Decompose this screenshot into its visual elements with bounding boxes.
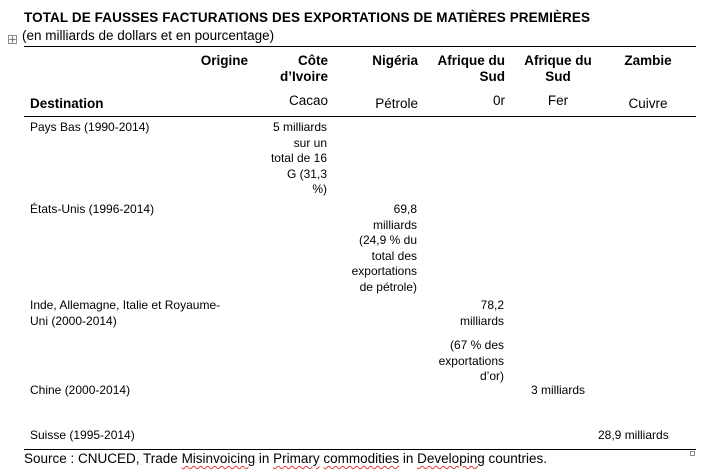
value-line: (67 % des: [449, 338, 504, 352]
value-line: exportations: [438, 353, 504, 368]
row-value-etats-unis: 69,8 milliards (24,9 % du total des expo…: [330, 202, 417, 295]
row-destination-etats-unis: États-Unis (1996-2014): [30, 202, 155, 216]
row-destination-suisse: Suisse (1995-2014): [30, 428, 135, 442]
spellcheck-word: Developing: [417, 451, 485, 466]
row-value-chine: 3 milliards: [530, 383, 585, 397]
column-header-afrique-du-sud-or: Afrique du Sud: [425, 53, 506, 85]
column-header-zambie: Zambie: [605, 53, 691, 69]
value-line: de pétrole): [359, 279, 417, 294]
value-line: G (31,3: [286, 166, 327, 181]
value-line: (24,9 % du: [358, 233, 417, 247]
value-line: total des: [371, 248, 417, 263]
row-value-suisse: 28,9 milliards: [598, 428, 669, 442]
value-line: d’or): [479, 369, 504, 383]
value-line: 69,8: [393, 202, 417, 216]
spellcheck-word: Primary: [273, 451, 320, 466]
origin-header: Origine: [200, 53, 248, 68]
destination-line: Uni (2000-2014): [30, 313, 117, 328]
table-title: TOTAL DE FAUSSES FACTURATIONS DES EXPORT…: [24, 10, 591, 25]
column-header-line: d’Ivoire: [279, 69, 328, 84]
table-top-border: [24, 46, 696, 47]
column-header-line: Nigéria: [372, 53, 418, 68]
column-header-line: Afrique du: [524, 53, 592, 68]
column-header-line: Sud: [479, 69, 506, 84]
spellcheck-word: commodities: [323, 451, 400, 466]
row-destination-chine: Chine (2000-2014): [30, 383, 131, 397]
resize-square-icon[interactable]: [690, 451, 695, 456]
value-line: 5 milliards: [272, 120, 327, 134]
column-header-nigeria: Nigéria: [340, 53, 418, 69]
header-bottom-border: [24, 116, 696, 117]
commodity-fer: Fer: [547, 93, 569, 108]
column-header-afrique-du-sud-fer: Afrique du Sud: [512, 53, 604, 85]
value-line: %): [312, 182, 327, 196]
source-text: in: [255, 451, 274, 466]
commodity-petrole: Pétrole: [375, 96, 418, 111]
value-line: total de 16: [270, 151, 327, 165]
value-line: milliards: [372, 217, 417, 232]
destination-header: Destination: [30, 96, 104, 111]
table-bottom-border: [24, 449, 696, 450]
row-value-inde-allemagne-italie-royaume-uni: 78,2 milliards (67 % des exportations d’…: [420, 298, 504, 385]
commodity-cacao: Cacao: [288, 93, 328, 108]
row-destination-inde-allemagne-italie-royaume-uni: Inde, Allemagne, Italie et Royaume- Uni …: [30, 298, 220, 329]
column-header-line: Sud: [545, 69, 571, 84]
commodity-cuivre: Cuivre: [628, 96, 668, 111]
source-text: countries.: [484, 451, 547, 466]
spellcheck-word: Misinvoicing: [181, 451, 256, 466]
column-header-line: Zambie: [624, 53, 672, 68]
table-subtitle: (en milliards de dollars et en pourcenta…: [22, 28, 275, 43]
column-header-line: Côte: [298, 53, 328, 68]
row-value-pays-bas: 5 milliards sur un total de 16 G (31,3 %…: [250, 120, 327, 198]
value-line: 78,2: [480, 298, 504, 312]
value-line: sur un: [293, 135, 327, 150]
destination-line: Inde, Allemagne, Italie et Royaume-: [30, 298, 221, 312]
move-arrows-icon[interactable]: [8, 35, 17, 44]
source-note: Source : CNUCED, Trade Misinvoicing in P…: [24, 451, 547, 466]
row-destination-pays-bas: Pays Bas (1990-2014): [30, 120, 150, 134]
column-header-line: Afrique du: [437, 53, 506, 68]
value-line: exportations: [351, 264, 417, 278]
commodity-or: 0r: [492, 93, 505, 108]
column-header-cote-divoire: Côte d’Ivoire: [258, 53, 328, 85]
source-text: Source : CNUCED, Trade: [24, 451, 182, 466]
value-line: milliards: [459, 313, 504, 328]
source-text: in: [399, 451, 418, 466]
